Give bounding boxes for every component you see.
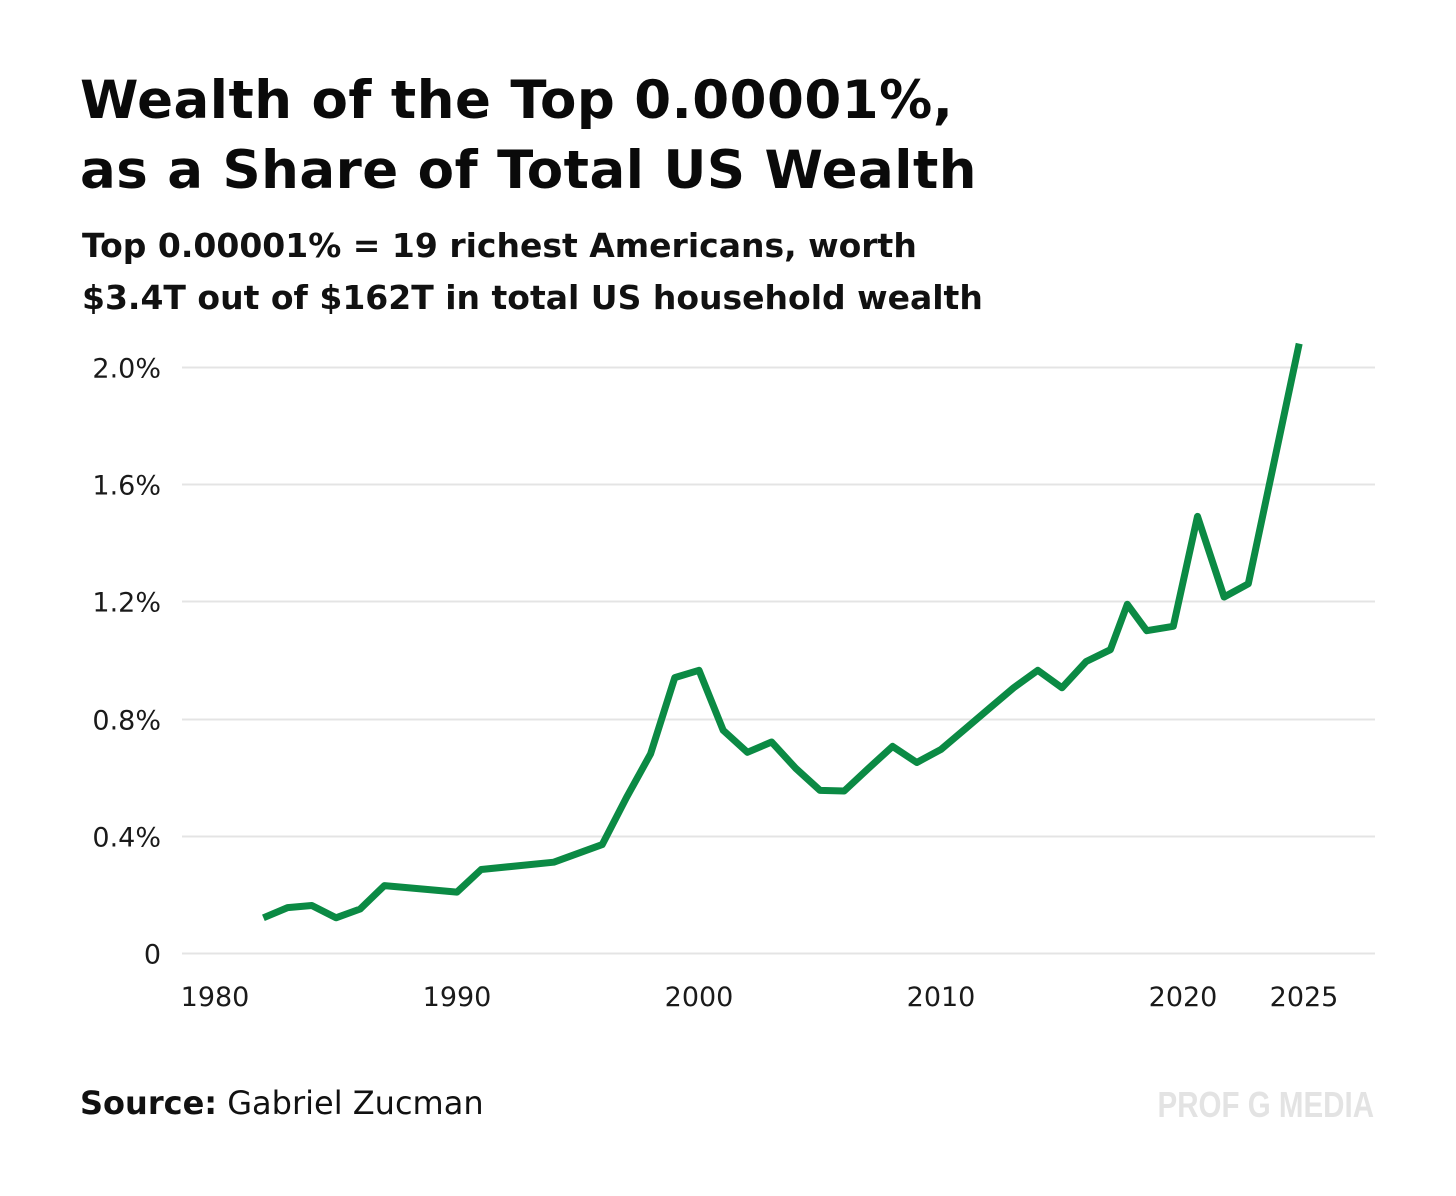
y-axis-tick-labels: 0 0.4% 0.8% 1.2% 1.6% 2.0%	[92, 354, 161, 971]
y-tick-label: 2.0%	[92, 354, 161, 385]
x-tick-label: 2025	[1270, 982, 1339, 1013]
series-line-0	[262, 342, 1303, 922]
source-value: Gabriel Zucman	[227, 1084, 484, 1122]
y-tick-label: 0.8%	[92, 706, 161, 737]
y-tick-label: 1.6%	[92, 471, 161, 502]
x-axis-tick-labels: 1980 1990 2000 2010 2020 2025	[181, 982, 1339, 1013]
x-tick-label: 2010	[907, 982, 976, 1013]
chart-subtitle: Top 0.00001% = 19 richest Americans, wor…	[82, 220, 1382, 324]
x-tick-label: 2000	[665, 982, 734, 1013]
x-tick-label: 1980	[181, 982, 250, 1013]
y-tick-label: 0	[144, 940, 161, 971]
chart-title-line-2: as a Share of Total US Wealth	[80, 140, 978, 201]
y-tick-label: 1.2%	[92, 588, 161, 619]
chart-subtitle-line-1: Top 0.00001% = 19 richest Americans, wor…	[82, 226, 917, 265]
chart-title-line-1: Wealth of the Top 0.00001%,	[80, 70, 954, 131]
brand-logo: PROF G MEDIA	[1157, 1084, 1374, 1125]
series-layer	[262, 342, 1303, 922]
y-tick-label: 0.4%	[92, 823, 161, 854]
x-tick-label: 2020	[1149, 982, 1218, 1013]
chart-subtitle-line-2: $3.4T out of $162T in total US household…	[82, 278, 983, 317]
chart-title: Wealth of the Top 0.00001%, as a Share o…	[80, 66, 1380, 206]
source-label: Source:	[80, 1084, 218, 1122]
x-tick-label: 1990	[423, 982, 492, 1013]
gridlines	[182, 366, 1375, 955]
source-note: Source: Gabriel Zucman	[80, 1084, 484, 1122]
